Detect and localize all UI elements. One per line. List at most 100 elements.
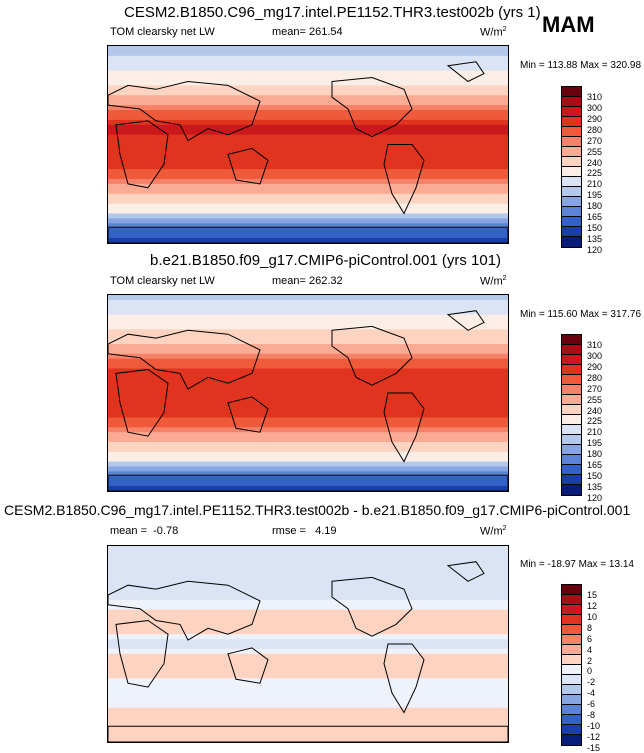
latitude-band: [108, 442, 508, 448]
latitude-band: [108, 149, 508, 155]
latitude-band: [108, 238, 508, 243]
latitude-band: [108, 324, 508, 330]
latitude-band: [108, 471, 508, 477]
panel-1-mean-value: 261.54: [309, 26, 343, 38]
colorbar-tick-label: 165: [587, 212, 603, 223]
latitude-band: [108, 697, 508, 704]
latitude-band: [108, 693, 508, 699]
latitude-band: [108, 50, 508, 57]
latitude-band: [108, 446, 508, 453]
panel-2-units: W/m2: [480, 275, 507, 288]
latitude-band: [108, 585, 508, 591]
latitude-band: [108, 178, 508, 185]
colorbar-cell: [562, 177, 581, 187]
panel-3-field: [108, 546, 508, 742]
colorbar-cell: [562, 117, 581, 127]
colorbar-tick-label: 195: [587, 438, 603, 449]
latitude-band: [108, 412, 508, 419]
colorbar-cell: [562, 625, 581, 635]
latitude-band: [108, 319, 508, 325]
latitude-band: [108, 174, 508, 180]
latitude-band: [108, 397, 508, 404]
latitude-band: [108, 717, 508, 723]
panel-1-units-text: W/m: [480, 26, 503, 39]
latitude-band: [108, 295, 508, 301]
coastline: [115, 368, 169, 437]
panel-2-map: [107, 294, 509, 492]
latitude-band: [108, 702, 508, 709]
latitude-band: [108, 590, 508, 596]
latitude-band: [108, 678, 508, 684]
colorbar-cell: [562, 605, 581, 615]
colorbar-tick-label: 195: [587, 190, 603, 201]
colorbar-tick-label: 150: [587, 471, 603, 482]
colorbar-tick-label: 180: [587, 201, 603, 212]
latitude-band: [108, 560, 508, 567]
colorbar-cell: [562, 585, 581, 595]
latitude-band: [108, 604, 508, 611]
latitude-band: [108, 614, 508, 621]
panel-1-colorbar: [561, 86, 582, 248]
latitude-band: [108, 422, 508, 428]
colorbar-cell: [562, 197, 581, 207]
colorbar-cell: [562, 167, 581, 177]
colorbar-cell: [562, 395, 581, 405]
colorbar-cell: [562, 107, 581, 117]
latitude-band: [108, 456, 508, 463]
panel-1-title: CESM2.B1850.C96_mg17.intel.PE1152.THR3.t…: [124, 4, 541, 21]
latitude-band: [108, 60, 508, 67]
latitude-band: [108, 407, 508, 414]
panel-2-mean-value: 262.32: [309, 275, 343, 287]
latitude-band: [108, 712, 508, 719]
coastline: [108, 329, 261, 390]
colorbar-tick-label: 120: [587, 492, 603, 503]
colorbar-cell: [562, 665, 581, 675]
latitude-band: [108, 466, 508, 472]
coastline: [331, 576, 413, 637]
colorbar-tick-label: 135: [587, 482, 603, 493]
colorbar-tick-label: 300: [587, 350, 603, 361]
colorbar-cell: [562, 137, 581, 147]
panel-3-mean: mean = -0.78: [110, 525, 178, 537]
latitude-band: [108, 565, 508, 572]
latitude-band: [108, 555, 508, 562]
colorbar-tick-label: 280: [587, 372, 603, 383]
latitude-band: [108, 653, 508, 660]
latitude-band: [108, 159, 508, 165]
coastline: [383, 392, 425, 463]
latitude-band: [108, 546, 508, 552]
latitude-band: [108, 193, 508, 200]
latitude-band: [108, 437, 508, 443]
colorbar-cell: [562, 385, 581, 395]
colorbar-tick-label: 280: [587, 124, 603, 135]
latitude-band: [108, 658, 508, 665]
latitude-band: [108, 203, 508, 210]
panel-3-minmax: Min = -18.97 Max = 13.14: [520, 559, 634, 570]
latitude-band: [108, 486, 508, 491]
coastline: [227, 147, 269, 185]
panel-3-units-text: W/m: [480, 525, 503, 538]
colorbar-tick-label: -8: [587, 710, 596, 721]
colorbar-cell: [562, 365, 581, 375]
coastline: [108, 580, 261, 641]
latitude-band: [108, 164, 508, 170]
panel-3-map: [107, 545, 509, 743]
coastline: [446, 561, 485, 582]
colorbar-cell: [562, 157, 581, 167]
colorbar-tick-label: -4: [587, 688, 596, 699]
colorbar-tick-label: 240: [587, 157, 603, 168]
colorbar-cell: [562, 695, 581, 705]
colorbar-cell: [562, 485, 581, 495]
latitude-band: [108, 334, 508, 340]
latitude-band: [108, 575, 508, 581]
coastline: [108, 474, 508, 491]
panel-3-colorbar: [561, 584, 582, 746]
coastline: [115, 619, 169, 688]
latitude-band: [108, 363, 508, 370]
colorbar-tick-label: -12: [587, 732, 601, 743]
latitude-band: [108, 388, 508, 394]
panel-1-units: W/m2: [480, 26, 507, 39]
latitude-band: [108, 358, 508, 365]
panel-1-map: [107, 45, 509, 244]
latitude-band: [108, 580, 508, 586]
